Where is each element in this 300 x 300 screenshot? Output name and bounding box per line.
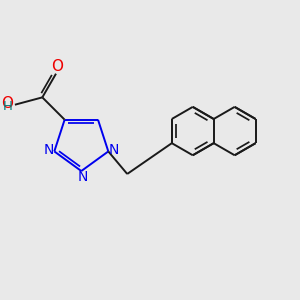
Text: H: H xyxy=(2,100,12,113)
Text: O: O xyxy=(1,96,13,111)
Text: N: N xyxy=(77,170,88,184)
Text: N: N xyxy=(108,143,119,158)
Text: O: O xyxy=(51,59,63,74)
Text: N: N xyxy=(43,143,54,158)
